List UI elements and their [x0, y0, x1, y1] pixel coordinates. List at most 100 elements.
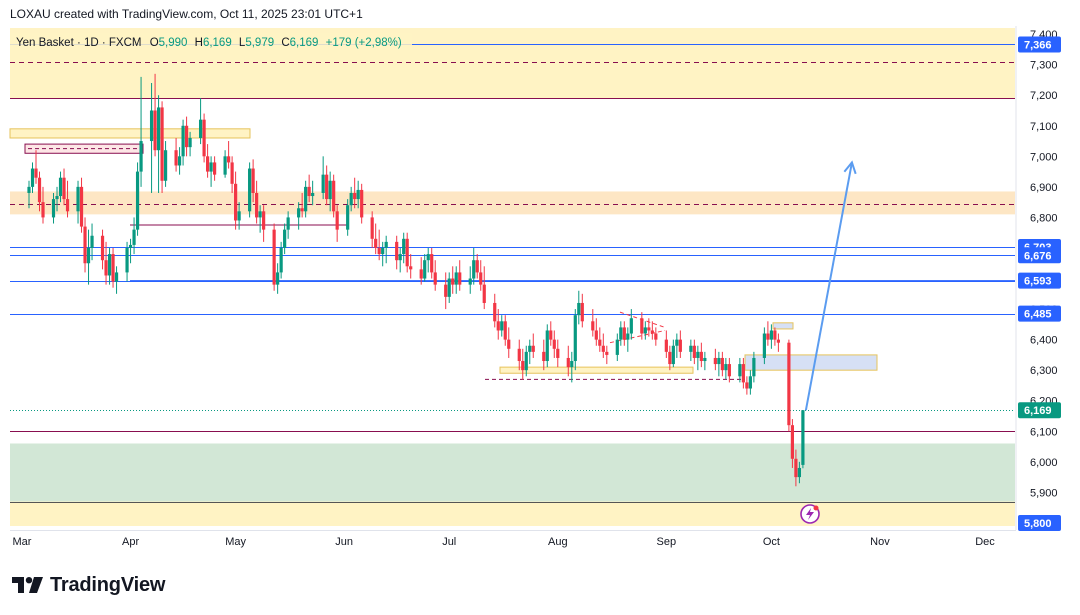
candle-body	[773, 330, 777, 340]
candle-body	[591, 321, 595, 331]
candle-body	[198, 119, 203, 138]
candle-2025-04-17	[184, 116, 189, 157]
candle-body	[496, 321, 500, 331]
candle-body	[86, 247, 91, 264]
candle-2025-05-27	[325, 165, 329, 206]
price-tick-label: 6,900	[1030, 182, 1058, 194]
candle-body	[321, 174, 325, 193]
candle-2025-04-10	[160, 101, 164, 193]
candle-body	[356, 189, 360, 200]
candle-2025-03-14	[65, 180, 70, 218]
candle-2025-07-30	[549, 321, 553, 346]
candle-body	[647, 327, 651, 331]
candle-2025-06-19	[405, 232, 409, 273]
candle-body	[699, 351, 703, 362]
candle-body	[668, 351, 672, 365]
candle-body	[188, 137, 192, 148]
candle-body	[402, 238, 406, 255]
candle-2025-08-25	[640, 312, 644, 340]
candle-2025-08-29	[654, 327, 658, 346]
candle-body	[30, 168, 35, 187]
candle-body	[276, 272, 280, 285]
candle-body	[237, 211, 241, 221]
candle-2025-07-08	[472, 247, 476, 285]
candle-2025-10-08	[794, 449, 798, 487]
candle-2025-06-03	[349, 186, 353, 212]
candle-2025-09-19	[727, 357, 731, 383]
candle-2025-03-07	[41, 186, 45, 224]
candle-2025-07-14	[493, 293, 497, 328]
candle-2025-07-31	[552, 330, 556, 358]
candle-2025-05-05	[248, 162, 252, 218]
candle-2025-04-01	[128, 238, 133, 264]
candle-body	[622, 327, 626, 340]
candle-2025-07-01	[447, 272, 451, 303]
candle-body	[524, 351, 528, 371]
candle-body	[573, 315, 577, 362]
candle-2025-08-19	[619, 321, 623, 346]
candle-2025-07-17	[503, 315, 507, 346]
candle-body	[135, 171, 140, 230]
tradingview-logo[interactable]: TradingView	[12, 572, 165, 598]
month-label: Jun	[335, 536, 353, 548]
candle-2025-05-15	[283, 223, 287, 255]
candle-body	[325, 174, 329, 200]
candle-body	[451, 278, 455, 285]
candle-2025-09-29	[762, 327, 766, 365]
candle-2025-04-03	[135, 162, 140, 236]
candle-body	[234, 183, 238, 221]
candle-2025-07-28	[542, 339, 546, 371]
demand-box-july	[499, 366, 694, 374]
candle-2025-08-15	[605, 345, 609, 365]
candle-2025-08-20	[622, 321, 626, 346]
candle-2025-05-30	[335, 205, 339, 242]
price-tick-label: 6,000	[1030, 457, 1058, 469]
candle-2025-03-17	[76, 180, 80, 224]
price-tag-bg	[1018, 272, 1061, 289]
candle-2025-06-27	[433, 260, 437, 291]
candle-2025-09-08	[689, 339, 693, 362]
candle-2025-09-10	[696, 345, 700, 371]
candle-2025-07-02	[451, 266, 455, 294]
candle-body	[65, 199, 70, 212]
candle-2025-05-06	[251, 159, 255, 203]
candle-body	[545, 330, 549, 362]
candle-2025-04-28	[223, 150, 227, 178]
candle-2025-06-25	[426, 247, 430, 273]
candle-body	[58, 177, 63, 197]
alert-icon[interactable]	[800, 504, 820, 524]
candle-body	[107, 254, 112, 276]
candle-body	[458, 272, 462, 285]
price-tick-label: 7,300	[1030, 60, 1058, 72]
candle-body	[482, 284, 486, 303]
candle-body	[790, 425, 794, 459]
price-tag-5: 6,169	[1018, 402, 1061, 419]
zone-1	[10, 191, 1015, 215]
candle-body	[703, 357, 707, 362]
price-tag-0: 7,366	[1018, 36, 1061, 53]
candle-body	[335, 211, 339, 230]
candle-body	[230, 162, 234, 184]
candle-body	[717, 357, 721, 365]
candle-2025-08-21	[626, 327, 630, 352]
candle-2025-05-29	[332, 174, 336, 218]
candle-2025-08-18	[615, 333, 619, 362]
candlestick-chart[interactable]: 5,9006,0006,1006,2006,3006,4006,5006,600…	[0, 0, 1080, 560]
candle-2025-08-05	[570, 351, 574, 383]
candle-2025-06-02	[346, 199, 350, 236]
wedge-lower	[609, 329, 666, 344]
candle-body	[475, 260, 479, 273]
price-tag-label: 6,676	[1024, 250, 1052, 262]
candle-2025-05-02	[237, 202, 241, 230]
candle-body	[79, 186, 84, 227]
month-label: May	[225, 536, 246, 548]
price-tag-label: 6,485	[1024, 309, 1052, 321]
candle-body	[601, 345, 605, 352]
candle-2025-03-12	[58, 171, 63, 203]
candle-2025-05-09	[262, 205, 266, 242]
candle-body	[272, 229, 276, 285]
price-tick-label: 6,300	[1030, 365, 1058, 377]
small-box-october	[772, 322, 794, 330]
candle-body	[696, 351, 700, 358]
